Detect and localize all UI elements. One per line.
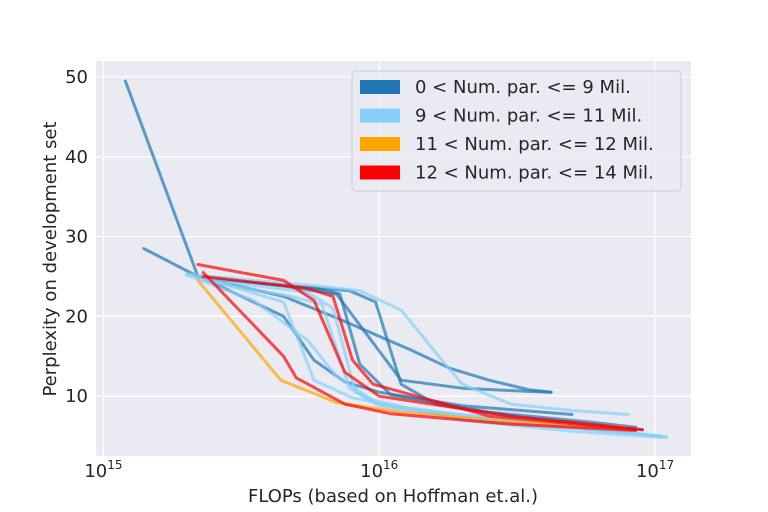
y-tick-label-4: 50 <box>65 67 88 88</box>
y-tick-label-0: 10 <box>65 386 88 407</box>
series-line-10 <box>196 278 627 429</box>
series-line-12 <box>196 263 644 432</box>
y-tick-label-2: 30 <box>65 227 88 248</box>
series-line-13 <box>201 275 638 432</box>
series-layer <box>123 79 668 440</box>
y-axis-title: Perplexity on development set <box>40 121 61 396</box>
legend-swatch-0 <box>360 80 400 94</box>
legend: 0 < Num. par. <= 9 Mil. 9 < Num. par. <= … <box>351 70 682 192</box>
series-line-11 <box>201 271 638 432</box>
legend-swatch-2 <box>360 137 400 151</box>
x-tick-label-2: 1017 <box>636 458 674 482</box>
legend-swatch-3 <box>360 165 400 180</box>
x-tick-label-1: 1016 <box>360 458 398 482</box>
legend-box <box>351 70 682 192</box>
y-tick-label-3: 40 <box>65 147 88 168</box>
y-tick-label-1: 20 <box>65 306 88 327</box>
legend-swatch-1 <box>360 108 400 123</box>
legend-label-0: 0 < Num. par. <= 9 Mil. <box>415 77 631 98</box>
legend-label-3: 12 < Num. par. <= 14 Mil. <box>415 163 654 184</box>
x-axis-ticks: 1015 1016 1017 <box>84 458 674 482</box>
x-axis-title: FLOPs (based on Hoffman et.al.) <box>248 486 538 507</box>
legend-label-1: 9 < Num. par. <= 11 Mil. <box>415 106 642 127</box>
x-tick-label-0: 1015 <box>84 458 122 482</box>
legend-label-2: 11 < Num. par. <= 12 Mil. <box>415 134 654 155</box>
y-axis-ticks: 10 20 30 40 50 <box>65 67 88 407</box>
